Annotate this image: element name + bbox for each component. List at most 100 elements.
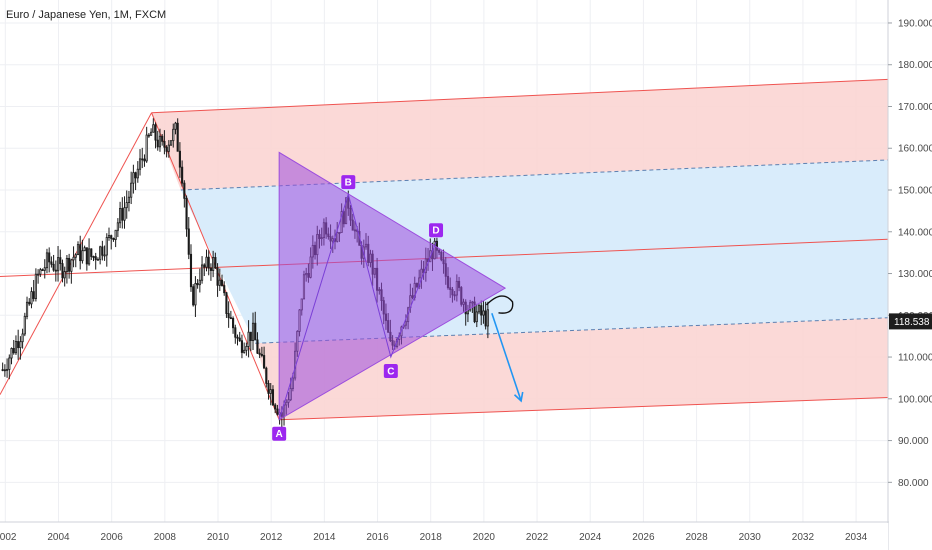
point-label-c: C bbox=[387, 367, 394, 378]
candle-body bbox=[229, 317, 232, 320]
candle-body bbox=[482, 310, 485, 316]
candle-body bbox=[81, 250, 84, 262]
candle-body bbox=[276, 408, 279, 415]
candle-body bbox=[484, 310, 487, 327]
candle-body bbox=[54, 269, 57, 272]
candle-body bbox=[165, 146, 168, 152]
candle-body bbox=[161, 135, 164, 142]
candle-body bbox=[227, 313, 230, 319]
candle-body bbox=[28, 301, 31, 305]
candle-body bbox=[125, 202, 128, 209]
candle-body bbox=[260, 353, 263, 356]
candle-body bbox=[267, 383, 270, 394]
candle-body bbox=[50, 261, 53, 265]
candle-body bbox=[56, 257, 60, 272]
harmonic-point-labels: A B C D bbox=[272, 175, 444, 441]
candle-body bbox=[94, 256, 97, 261]
x-tick-label: 2004 bbox=[47, 532, 70, 543]
y-axis-panel bbox=[889, 0, 932, 550]
y-tick-label: 190.000 bbox=[898, 18, 932, 29]
y-tick-label: 100.000 bbox=[898, 394, 932, 405]
y-tick-label: 110.000 bbox=[898, 353, 932, 364]
candle-body bbox=[189, 253, 193, 288]
candle-body bbox=[245, 346, 248, 351]
arrow-head bbox=[513, 391, 524, 403]
candle-body bbox=[176, 122, 179, 152]
candle-body bbox=[271, 389, 275, 406]
candle-body bbox=[32, 291, 35, 299]
candle-body bbox=[107, 235, 111, 238]
y-tick-label: 170.000 bbox=[898, 102, 932, 113]
candle-body bbox=[156, 139, 159, 148]
candle-body bbox=[220, 279, 224, 286]
candle-body bbox=[76, 244, 80, 256]
candle-body bbox=[158, 135, 162, 148]
candle-body bbox=[134, 172, 137, 179]
x-axis-panel bbox=[0, 523, 888, 550]
candle-body bbox=[41, 269, 44, 272]
x-tick-label: 2028 bbox=[685, 532, 708, 543]
candle-body bbox=[181, 166, 184, 184]
candle-body bbox=[185, 197, 188, 230]
candle-body bbox=[152, 124, 155, 133]
candle-body bbox=[169, 140, 173, 146]
candle-body bbox=[63, 271, 66, 279]
candle-body bbox=[14, 341, 18, 354]
candle-body bbox=[223, 285, 226, 294]
candle-body bbox=[12, 347, 15, 354]
candle-body bbox=[263, 355, 266, 369]
x-tick-label: 2002 bbox=[0, 532, 17, 543]
candle-body bbox=[96, 258, 99, 261]
candle-body bbox=[196, 283, 199, 286]
candle-body bbox=[192, 286, 195, 306]
candle-body bbox=[21, 333, 24, 343]
candle-body bbox=[209, 267, 212, 271]
candle-body bbox=[37, 273, 40, 276]
candle-body bbox=[105, 237, 108, 256]
candle-body bbox=[123, 207, 126, 221]
candle-body bbox=[143, 158, 146, 162]
current-price-box bbox=[889, 313, 932, 330]
x-tick-label: 2030 bbox=[739, 532, 762, 543]
chart-title: Euro / Japanese Yen, 1M, FXCM bbox=[6, 9, 166, 21]
channel-fill-upper bbox=[151, 79, 888, 191]
candle-body bbox=[114, 229, 117, 240]
x-tick-label: 2012 bbox=[260, 532, 283, 543]
candle-body bbox=[59, 257, 62, 265]
candle-body bbox=[154, 124, 157, 141]
x-tick-label: 2026 bbox=[632, 532, 655, 543]
candle-body bbox=[99, 246, 102, 260]
candle-body bbox=[254, 322, 257, 341]
candle-body bbox=[212, 257, 215, 271]
point-label-d-box bbox=[429, 223, 444, 238]
triangle-pattern bbox=[278, 151, 514, 421]
candle-body bbox=[216, 267, 219, 286]
x-tick-label: 2024 bbox=[579, 532, 602, 543]
candle-body bbox=[174, 122, 177, 130]
candle-body bbox=[1, 369, 4, 371]
candle-body bbox=[83, 247, 86, 252]
candle-body bbox=[52, 263, 55, 271]
candle-body bbox=[207, 256, 210, 269]
candle-body bbox=[48, 252, 51, 263]
candle-body bbox=[238, 337, 241, 342]
candle-body bbox=[101, 246, 104, 256]
candle-body bbox=[130, 182, 133, 198]
candle-body bbox=[3, 369, 6, 372]
candle-body bbox=[39, 269, 42, 275]
x-tick-label: 2016 bbox=[366, 532, 389, 543]
candle-body bbox=[23, 315, 26, 335]
candle-body bbox=[247, 331, 250, 347]
candle-body bbox=[232, 317, 235, 329]
candle-body bbox=[17, 341, 20, 349]
candle-body bbox=[61, 263, 64, 279]
candle-body bbox=[183, 182, 186, 199]
x-tick-label: 2034 bbox=[845, 532, 868, 543]
candle-body bbox=[205, 256, 208, 268]
candle-body bbox=[68, 257, 71, 272]
candle-body bbox=[85, 247, 88, 265]
candle-body bbox=[198, 279, 201, 286]
x-tick-label: 2022 bbox=[526, 532, 549, 543]
candle-body bbox=[251, 322, 255, 342]
x-tick-label: 2006 bbox=[101, 532, 124, 543]
